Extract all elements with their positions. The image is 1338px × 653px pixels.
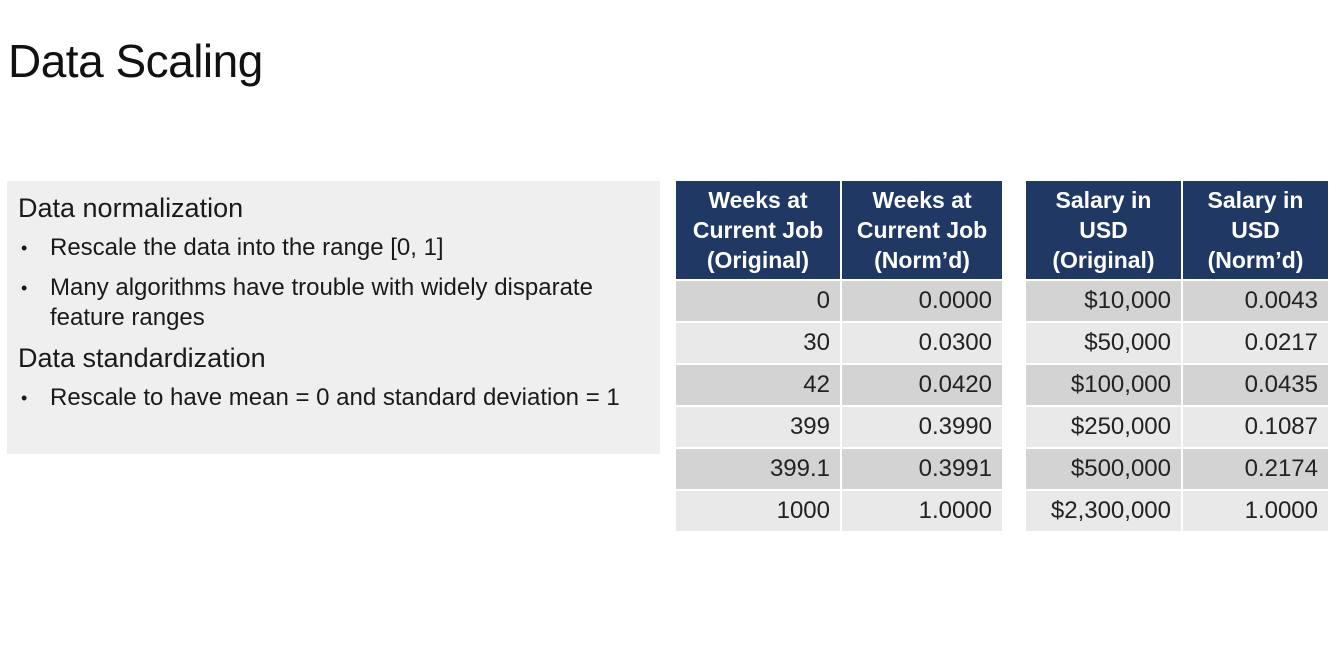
table-row: $500,000 0.2174 — [1026, 449, 1328, 489]
table-cell: 30 — [676, 323, 840, 363]
table-cell: 0.2174 — [1183, 449, 1328, 489]
salary-table: Salary in USD (Original) Salary in USD (… — [1024, 179, 1330, 533]
table-cell: 0 — [676, 281, 840, 321]
weeks-table: Weeks at Current Job (Original) Weeks at… — [674, 179, 1004, 533]
table-row: $10,000 0.0043 — [1026, 281, 1328, 321]
bullet-glyph: • — [21, 238, 28, 258]
table-cell: 0.3991 — [842, 449, 1002, 489]
column-header: Salary in USD (Original) — [1026, 181, 1181, 279]
table-row: 399 0.3990 — [676, 407, 1002, 447]
table-row: 0 0.0000 — [676, 281, 1002, 321]
content-textbox: Data normalization • Rescale the data in… — [7, 181, 660, 454]
table-cell: $500,000 — [1026, 449, 1181, 489]
table-cell: 399 — [676, 407, 840, 447]
table-cell: 42 — [676, 365, 840, 405]
table-cell: 0.0217 — [1183, 323, 1328, 363]
table-row: $2,300,000 1.0000 — [1026, 491, 1328, 531]
bullet-text: Many algorithms have trouble with widely… — [50, 274, 593, 331]
table-cell: 1.0000 — [1183, 491, 1328, 531]
table-cell: 1.0000 — [842, 491, 1002, 531]
table-cell: 0.0000 — [842, 281, 1002, 321]
table-cell: $2,300,000 — [1026, 491, 1181, 531]
column-header: Weeks at Current Job (Original) — [676, 181, 840, 279]
table-row: $50,000 0.0217 — [1026, 323, 1328, 363]
slide-title: Data Scaling — [8, 35, 263, 87]
bullet-item: • Rescale to have mean = 0 and standard … — [18, 383, 660, 413]
table-row: $100,000 0.0435 — [1026, 365, 1328, 405]
bullet-text: Rescale to have mean = 0 and standard de… — [50, 384, 620, 411]
table-row: $250,000 0.1087 — [1026, 407, 1328, 447]
table-cell: $100,000 — [1026, 365, 1181, 405]
table-cell: 1000 — [676, 491, 840, 531]
table-cell: $10,000 — [1026, 281, 1181, 321]
table-header-row: Salary in USD (Original) Salary in USD (… — [1026, 181, 1328, 279]
table-row: 30 0.0300 — [676, 323, 1002, 363]
table-cell: 0.0420 — [842, 365, 1002, 405]
table-cell: 0.0043 — [1183, 281, 1328, 321]
table-row: 42 0.0420 — [676, 365, 1002, 405]
bullet-item: • Rescale the data into the range [0, 1] — [18, 233, 660, 263]
standardization-heading: Data standardization — [18, 343, 266, 373]
table-row: 399.1 0.3991 — [676, 449, 1002, 489]
bullet-glyph: • — [21, 388, 28, 408]
column-header: Weeks at Current Job (Norm’d) — [842, 181, 1002, 279]
normalization-heading: Data normalization — [18, 193, 244, 223]
table-cell: 0.1087 — [1183, 407, 1328, 447]
table-cell: 399.1 — [676, 449, 840, 489]
table-cell: 0.0435 — [1183, 365, 1328, 405]
column-header: Salary in USD (Norm’d) — [1183, 181, 1328, 279]
bullet-item: • Many algorithms have trouble with wide… — [18, 273, 660, 333]
table-row: 1000 1.0000 — [676, 491, 1002, 531]
bullet-text: Rescale the data into the range [0, 1] — [50, 234, 444, 261]
table-cell: $50,000 — [1026, 323, 1181, 363]
table-cell: 0.3990 — [842, 407, 1002, 447]
table-cell: $250,000 — [1026, 407, 1181, 447]
bullet-glyph: • — [21, 278, 28, 298]
table-header-row: Weeks at Current Job (Original) Weeks at… — [676, 181, 1002, 279]
table-cell: 0.0300 — [842, 323, 1002, 363]
